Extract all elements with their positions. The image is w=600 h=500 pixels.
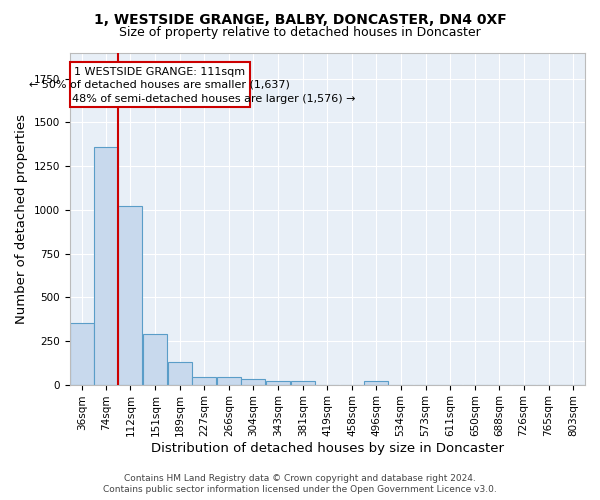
Bar	[217, 376, 241, 384]
Bar	[143, 334, 167, 384]
Bar	[290, 381, 314, 384]
Bar	[241, 380, 265, 384]
Bar	[266, 381, 290, 384]
Text: 1 WESTSIDE GRANGE: 111sqm: 1 WESTSIDE GRANGE: 111sqm	[74, 67, 245, 77]
Y-axis label: Number of detached properties: Number of detached properties	[15, 114, 28, 324]
Text: Contains HM Land Registry data © Crown copyright and database right 2024.
Contai: Contains HM Land Registry data © Crown c…	[103, 474, 497, 494]
Bar	[70, 62, 250, 106]
Bar	[168, 362, 192, 384]
Bar	[94, 147, 118, 384]
Bar	[192, 376, 216, 384]
Bar	[70, 322, 94, 384]
Text: 1, WESTSIDE GRANGE, BALBY, DONCASTER, DN4 0XF: 1, WESTSIDE GRANGE, BALBY, DONCASTER, DN…	[94, 12, 506, 26]
X-axis label: Distribution of detached houses by size in Doncaster: Distribution of detached houses by size …	[151, 442, 504, 455]
Text: 48% of semi-detached houses are larger (1,576) →: 48% of semi-detached houses are larger (…	[72, 94, 356, 104]
Text: ← 50% of detached houses are smaller (1,637): ← 50% of detached houses are smaller (1,…	[29, 80, 290, 90]
Bar	[364, 381, 388, 384]
Text: Size of property relative to detached houses in Doncaster: Size of property relative to detached ho…	[119, 26, 481, 39]
Bar	[118, 206, 142, 384]
